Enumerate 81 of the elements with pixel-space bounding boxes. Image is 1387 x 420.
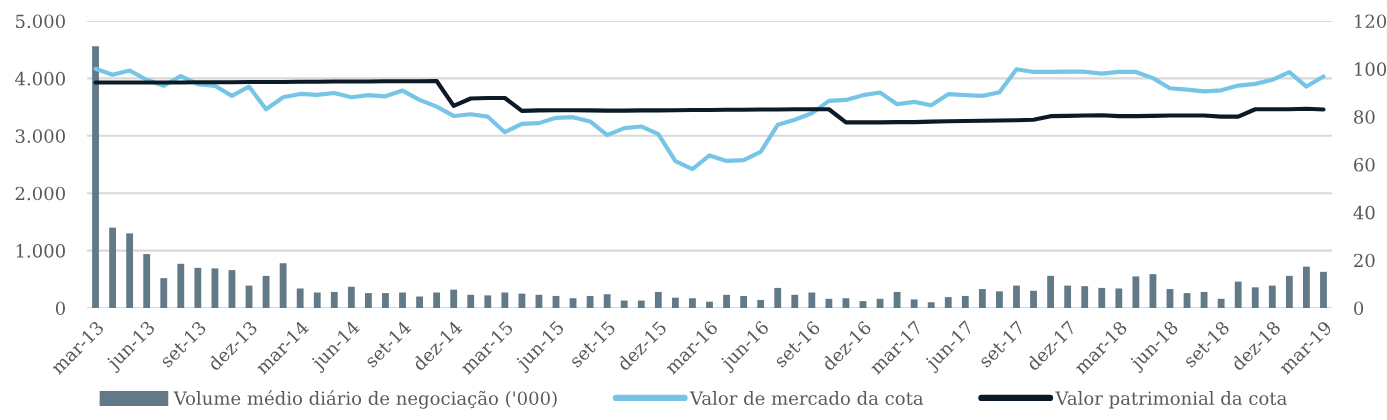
bar bbox=[620, 300, 628, 308]
bar bbox=[825, 298, 833, 308]
bar bbox=[757, 299, 765, 308]
bar bbox=[842, 298, 850, 308]
bar bbox=[1081, 286, 1089, 308]
bar bbox=[347, 286, 355, 308]
bar bbox=[996, 291, 1003, 308]
bar bbox=[279, 263, 287, 308]
bar bbox=[1234, 281, 1242, 308]
y-tick-label: 0 bbox=[55, 301, 65, 316]
bar bbox=[808, 292, 816, 308]
bar bbox=[433, 292, 441, 308]
bar bbox=[399, 292, 406, 308]
bar bbox=[330, 291, 338, 308]
line-series bbox=[93, 66, 1326, 172]
bar bbox=[978, 289, 986, 308]
bar bbox=[671, 297, 679, 308]
bar bbox=[654, 291, 662, 308]
bar bbox=[1200, 291, 1208, 308]
bar bbox=[689, 298, 696, 308]
bar bbox=[1217, 298, 1225, 308]
y2-tick-label: 100 bbox=[1355, 62, 1387, 76]
bar bbox=[1251, 287, 1259, 308]
bar bbox=[740, 295, 748, 308]
bar bbox=[893, 291, 901, 308]
y-tick-label: 2.000 bbox=[15, 186, 65, 201]
bar bbox=[484, 295, 492, 308]
bar bbox=[586, 295, 594, 308]
bar bbox=[92, 46, 99, 308]
bar bbox=[569, 298, 577, 308]
y-tick-label: 5.000 bbox=[16, 14, 65, 29]
bar bbox=[706, 301, 713, 308]
bar bbox=[364, 293, 372, 308]
legend-label: Volume médio diário de negociação ('000) bbox=[173, 390, 557, 409]
y-tick-label: 3.000 bbox=[15, 129, 65, 143]
bar bbox=[1047, 275, 1055, 308]
legend-label: Valor de mercado da cota bbox=[689, 391, 924, 406]
bar bbox=[927, 302, 935, 308]
bar bbox=[416, 296, 423, 308]
y2-tick-label: 20 bbox=[1354, 253, 1375, 268]
bar bbox=[382, 293, 389, 308]
legend-label: Valor patrimonial da cota bbox=[1055, 391, 1287, 409]
bar bbox=[313, 292, 321, 308]
y2-tick-label: 120 bbox=[1355, 14, 1387, 29]
bar bbox=[603, 294, 611, 308]
y2-tick-label: 40 bbox=[1353, 205, 1375, 220]
bar bbox=[518, 293, 526, 308]
bar bbox=[109, 227, 116, 308]
bar bbox=[177, 263, 185, 308]
bar bbox=[1030, 290, 1037, 308]
bar bbox=[126, 233, 134, 308]
bar bbox=[194, 267, 202, 308]
y2-tick-label: 0 bbox=[1354, 301, 1364, 316]
bar bbox=[160, 278, 168, 308]
bar bbox=[961, 295, 969, 308]
bar bbox=[1303, 266, 1310, 308]
bar bbox=[296, 288, 304, 308]
bar bbox=[1320, 271, 1327, 308]
bar bbox=[910, 299, 918, 308]
y2-tick-label: 80 bbox=[1354, 110, 1375, 124]
bar bbox=[143, 254, 151, 308]
bar bbox=[637, 300, 645, 308]
y-tick-label: 1.000 bbox=[16, 244, 65, 258]
bar bbox=[467, 294, 475, 308]
bar bbox=[774, 287, 782, 308]
bar bbox=[944, 297, 952, 308]
y-tick-label: 4.000 bbox=[15, 71, 65, 86]
bar bbox=[1285, 275, 1293, 308]
bar bbox=[1013, 285, 1020, 308]
bar bbox=[1132, 276, 1140, 308]
line-series bbox=[93, 78, 1326, 125]
bar bbox=[791, 294, 799, 308]
bar bbox=[501, 292, 509, 308]
bar bbox=[450, 289, 458, 308]
bar bbox=[1115, 288, 1123, 308]
bar bbox=[1098, 287, 1106, 308]
bar bbox=[211, 268, 219, 308]
bar bbox=[723, 294, 730, 308]
bar bbox=[1268, 285, 1276, 308]
bar bbox=[1064, 285, 1072, 308]
y2-tick-label: 60 bbox=[1354, 157, 1375, 172]
